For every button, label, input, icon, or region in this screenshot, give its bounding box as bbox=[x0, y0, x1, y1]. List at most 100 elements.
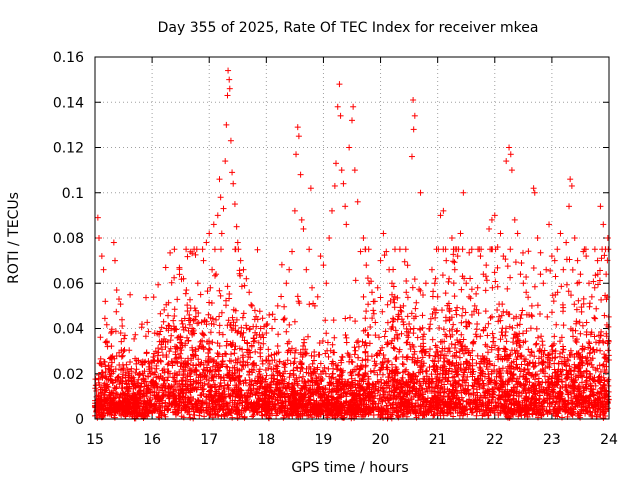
data-point bbox=[388, 280, 395, 287]
data-point bbox=[303, 266, 310, 273]
data-point bbox=[568, 182, 575, 189]
data-point bbox=[523, 289, 530, 296]
data-point bbox=[209, 266, 216, 273]
data-point bbox=[223, 121, 230, 128]
data-point bbox=[246, 289, 253, 296]
data-point bbox=[471, 302, 478, 309]
data-point bbox=[537, 271, 544, 278]
data-point bbox=[448, 235, 455, 241]
data-point bbox=[486, 225, 493, 232]
data-point bbox=[363, 262, 370, 269]
x-tick-label: 17 bbox=[200, 432, 218, 448]
x-axis-label: GPS time / hours bbox=[291, 460, 408, 476]
data-point bbox=[117, 330, 124, 337]
data-point bbox=[213, 271, 220, 278]
data-point bbox=[597, 203, 604, 210]
data-point bbox=[483, 262, 490, 269]
x-tick-label: 21 bbox=[429, 432, 447, 448]
y-tick-label: 0.08 bbox=[53, 231, 84, 247]
data-point bbox=[183, 287, 190, 294]
data-point bbox=[274, 302, 281, 309]
data-point bbox=[566, 203, 573, 210]
data-point bbox=[338, 167, 345, 174]
data-point bbox=[294, 124, 301, 131]
data-point bbox=[440, 207, 447, 214]
data-point bbox=[583, 253, 590, 260]
data-point bbox=[200, 257, 207, 264]
data-point bbox=[329, 207, 336, 214]
data-point bbox=[410, 96, 417, 103]
data-point bbox=[263, 330, 270, 337]
y-axis-label: ROTI / TECUs bbox=[6, 192, 22, 284]
plot-frame bbox=[94, 56, 610, 420]
data-point bbox=[336, 81, 343, 88]
data-point bbox=[337, 112, 344, 119]
data-point bbox=[514, 230, 521, 237]
data-point bbox=[100, 266, 107, 273]
data-point bbox=[437, 212, 444, 219]
data-point bbox=[216, 176, 223, 183]
data-point bbox=[293, 151, 300, 158]
data-point bbox=[350, 103, 357, 110]
x-tick-label: 19 bbox=[315, 432, 333, 448]
data-point bbox=[468, 311, 475, 318]
data-point bbox=[377, 257, 384, 264]
y-tick-label: 0.12 bbox=[53, 141, 84, 157]
y-tick-label: 0.02 bbox=[53, 367, 84, 383]
data-point bbox=[309, 284, 316, 291]
data-point bbox=[374, 284, 381, 291]
y-tick-label: 0.1 bbox=[62, 186, 84, 202]
data-point bbox=[540, 280, 547, 287]
data-point bbox=[497, 230, 504, 237]
data-point bbox=[400, 302, 407, 309]
data-point bbox=[528, 302, 535, 309]
data-point bbox=[333, 160, 340, 167]
data-point bbox=[227, 137, 234, 144]
data-point bbox=[491, 212, 498, 219]
data-point bbox=[233, 223, 240, 230]
data-point bbox=[577, 271, 584, 278]
data-point bbox=[113, 287, 120, 294]
data-point bbox=[414, 334, 421, 341]
data-point bbox=[222, 158, 229, 165]
data-point bbox=[346, 144, 353, 151]
data-point bbox=[543, 266, 550, 273]
data-point bbox=[295, 133, 302, 140]
data-point bbox=[551, 257, 558, 264]
data-point bbox=[417, 189, 424, 196]
data-point bbox=[431, 280, 438, 287]
data-point bbox=[217, 194, 224, 201]
data-point bbox=[428, 266, 435, 273]
data-point bbox=[314, 293, 321, 300]
data-point bbox=[283, 280, 290, 287]
data-point bbox=[291, 207, 298, 214]
data-point bbox=[226, 85, 233, 92]
data-point bbox=[240, 266, 247, 273]
data-point bbox=[380, 230, 387, 237]
data-point bbox=[107, 330, 114, 337]
data-point bbox=[269, 325, 276, 332]
data-point bbox=[574, 257, 581, 264]
data-point bbox=[94, 214, 101, 221]
data-point bbox=[383, 248, 390, 255]
data-point bbox=[207, 284, 214, 291]
data-point bbox=[203, 239, 210, 246]
x-tick-label: 20 bbox=[372, 432, 390, 448]
data-point bbox=[451, 266, 458, 273]
data-point bbox=[600, 221, 607, 228]
data-point bbox=[231, 201, 238, 208]
data-point bbox=[300, 225, 307, 232]
x-tick-labels: 15 16 17 18 19 20 21 22 23 24 bbox=[86, 432, 618, 448]
data-point bbox=[194, 280, 201, 287]
data-point bbox=[351, 167, 358, 174]
data-point bbox=[488, 216, 495, 223]
data-point bbox=[357, 248, 364, 255]
data-point bbox=[354, 198, 361, 205]
data-point bbox=[251, 307, 258, 314]
data-point bbox=[546, 221, 553, 228]
data-point bbox=[410, 126, 417, 133]
data-point bbox=[477, 253, 484, 260]
data-point bbox=[98, 253, 105, 260]
data-point bbox=[102, 298, 109, 305]
data-point bbox=[443, 257, 450, 264]
